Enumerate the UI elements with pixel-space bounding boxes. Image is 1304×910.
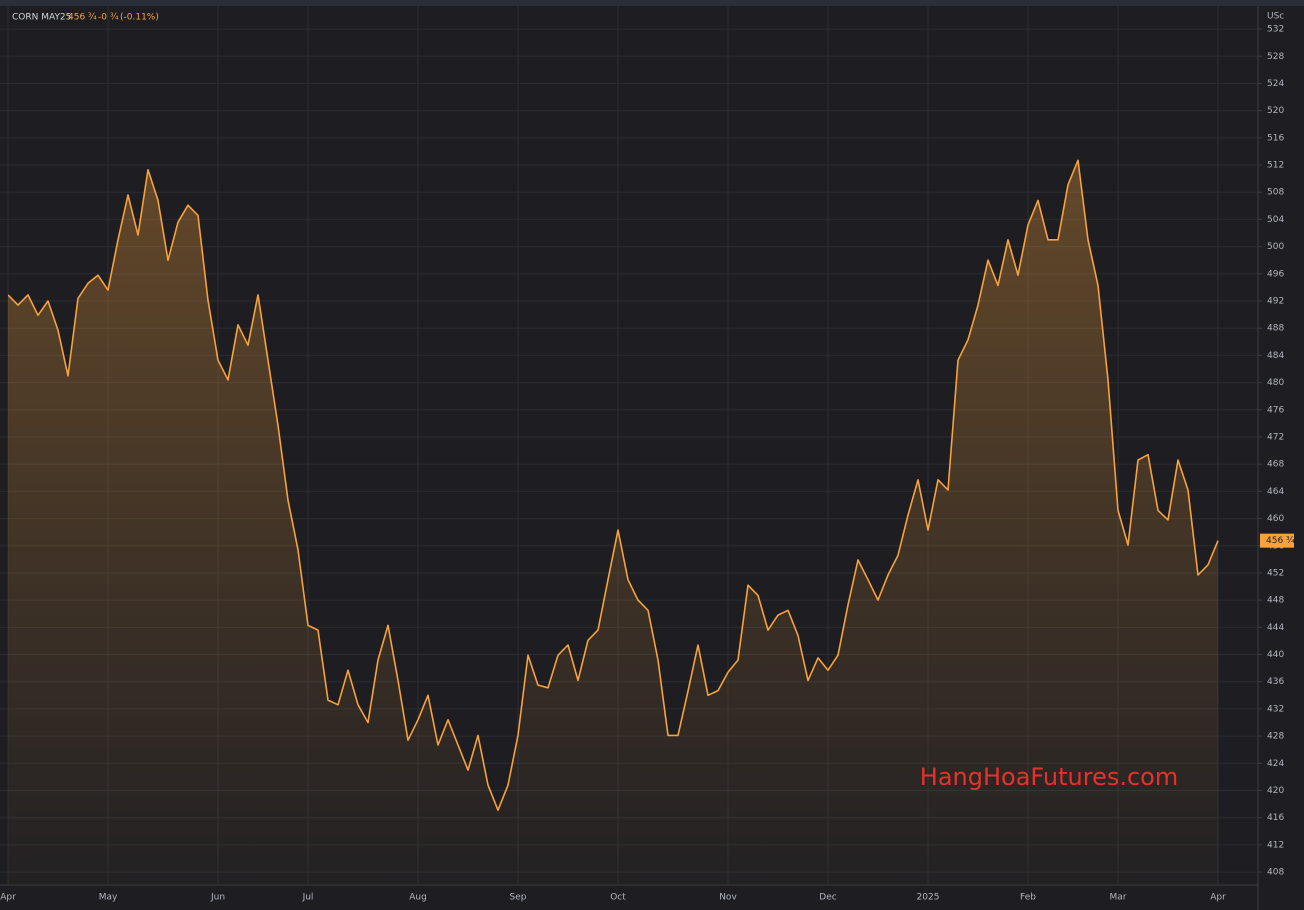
plot [8, 159, 1219, 885]
y-tick-label: 504 [1267, 215, 1284, 225]
x-tick-label: May [99, 893, 118, 903]
price-line [8, 159, 1219, 811]
y-tick-label: 444 [1267, 623, 1284, 633]
y-tick-label: 524 [1267, 79, 1284, 89]
x-tick-label: Aug [409, 893, 427, 903]
y-tick-label: 416 [1267, 813, 1284, 823]
x-tick-label: Oct [610, 893, 626, 903]
y-tick-label: 432 [1267, 704, 1284, 714]
change: -0 ¾ [98, 13, 119, 23]
y-tick-label: 520 [1267, 106, 1284, 116]
x-tick-label: Sep [510, 893, 527, 903]
symbol: CORN MAY25 [12, 13, 71, 23]
y-tick-label: 428 [1267, 732, 1284, 742]
area-fill [8, 160, 1218, 885]
y-tick-label: 412 [1267, 840, 1284, 850]
watermark: HangHoaFutures.com [920, 763, 1178, 791]
y-tick-label: 528 [1267, 52, 1284, 62]
y-tick-label: 508 [1267, 188, 1284, 198]
y-tick-label: 440 [1267, 650, 1284, 660]
y-tick-label: 436 [1267, 677, 1284, 687]
x-tick-label: Feb [1020, 893, 1036, 903]
y-tick-label: 424 [1267, 759, 1284, 769]
y-tick-label: 516 [1267, 133, 1284, 143]
y-tick-label: 488 [1267, 324, 1284, 334]
y-tick-label: 472 [1267, 432, 1284, 442]
x-tick-label: Mar [1110, 893, 1127, 903]
x-tick-label: Dec [819, 893, 836, 903]
y-tick-label: 468 [1267, 460, 1284, 470]
y-tick-label: 448 [1267, 596, 1284, 606]
unit: USc [1267, 12, 1284, 22]
y-tick-label: 480 [1267, 378, 1284, 388]
x-tick-label: Apr [0, 893, 16, 903]
x-tick-label: 2025 [917, 893, 940, 903]
y-tick-label: 500 [1267, 242, 1284, 252]
price-label: 456 ¾ [1266, 536, 1295, 546]
y-tick-label: 484 [1267, 351, 1284, 361]
y-tick-label: 476 [1267, 405, 1284, 415]
x-tick-label: Jun [210, 893, 225, 903]
change-percent: (-0.11%) [120, 13, 159, 23]
last-price: 456 ¾ [68, 13, 97, 23]
y-tick-label: 492 [1267, 297, 1284, 307]
y-tick-label: 464 [1267, 487, 1284, 497]
x-tick-label: Jul [302, 893, 314, 903]
x-tick-label: Nov [719, 893, 737, 903]
axes: 4084124164204244284324364404444484524564… [0, 25, 1295, 903]
y-tick-label: 408 [1267, 868, 1284, 878]
y-tick-label: 460 [1267, 514, 1284, 524]
y-tick-label: 532 [1267, 25, 1284, 35]
top-border [0, 0, 1304, 6]
y-tick-label: 512 [1267, 161, 1284, 171]
y-tick-label: 420 [1267, 786, 1284, 796]
y-tick-label: 496 [1267, 269, 1284, 279]
y-tick-label: 452 [1267, 568, 1284, 578]
x-tick-label: Apr [1210, 893, 1226, 903]
price-label-bg [1260, 533, 1294, 548]
